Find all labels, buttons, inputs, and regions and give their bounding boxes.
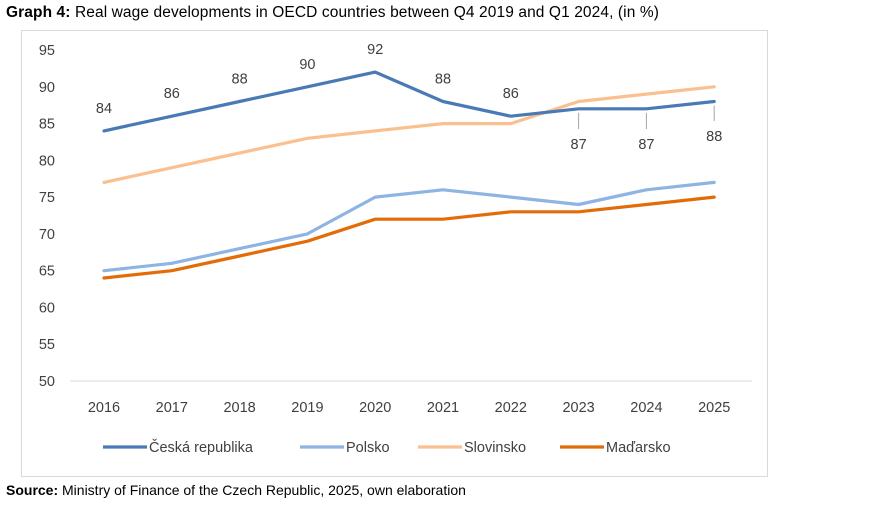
chart-frame bbox=[21, 30, 768, 477]
series-line--esk-republika bbox=[102, 70, 716, 133]
source-label: Source: bbox=[6, 482, 59, 498]
y-tick-label: 75 bbox=[39, 190, 55, 206]
y-tick-label: 90 bbox=[39, 80, 55, 96]
chart-caption: Graph 4: Real wage developments in OECD … bbox=[6, 4, 659, 22]
data-label: 84 bbox=[96, 101, 112, 117]
y-tick-label: 95 bbox=[39, 43, 55, 59]
x-tick-label: 2017 bbox=[156, 400, 188, 416]
legend-label: Maďarsko bbox=[606, 440, 671, 456]
x-tick-label: 2019 bbox=[291, 400, 323, 416]
data-label: 86 bbox=[164, 86, 180, 102]
x-tick-label: 2016 bbox=[88, 400, 120, 416]
caption-text: Real wage developments in OECD countries… bbox=[70, 4, 659, 21]
source-note: Source: Ministry of Finance of the Czech… bbox=[6, 482, 466, 498]
x-tick-label: 2023 bbox=[562, 400, 594, 416]
series-line-ma-arsko bbox=[102, 195, 716, 280]
x-tick-label: 2018 bbox=[223, 400, 255, 416]
x-tick-label: 2022 bbox=[495, 400, 527, 416]
data-label: 90 bbox=[299, 57, 315, 73]
legend-label: Česká republika bbox=[149, 439, 254, 456]
x-tick-label: 2021 bbox=[427, 400, 459, 416]
data-label: 86 bbox=[503, 86, 519, 102]
y-tick-label: 85 bbox=[39, 117, 55, 133]
data-label: 88 bbox=[706, 129, 722, 145]
series-line-polsko bbox=[102, 180, 716, 273]
data-label: 88 bbox=[232, 71, 248, 87]
x-tick-label: 2025 bbox=[698, 400, 730, 416]
y-tick-label: 55 bbox=[39, 337, 55, 353]
y-tick-label: 70 bbox=[39, 227, 55, 243]
y-tick-label: 60 bbox=[39, 300, 55, 316]
y-tick-label: 65 bbox=[39, 264, 55, 280]
data-label: 87 bbox=[571, 137, 587, 153]
legend-label: Slovinsko bbox=[464, 440, 526, 456]
source-text: Ministry of Finance of the Czech Republi… bbox=[58, 482, 466, 498]
y-tick-label: 50 bbox=[39, 374, 55, 390]
y-tick-label: 80 bbox=[39, 153, 55, 169]
data-label: 92 bbox=[367, 42, 383, 58]
legend-label: Polsko bbox=[346, 440, 390, 456]
x-tick-label: 2024 bbox=[630, 400, 662, 416]
data-label: 87 bbox=[638, 137, 654, 153]
series-line-slovinsko bbox=[102, 85, 716, 184]
caption-label: Graph 4: bbox=[6, 4, 71, 21]
x-tick-label: 2020 bbox=[359, 400, 391, 416]
data-label: 88 bbox=[435, 71, 451, 87]
